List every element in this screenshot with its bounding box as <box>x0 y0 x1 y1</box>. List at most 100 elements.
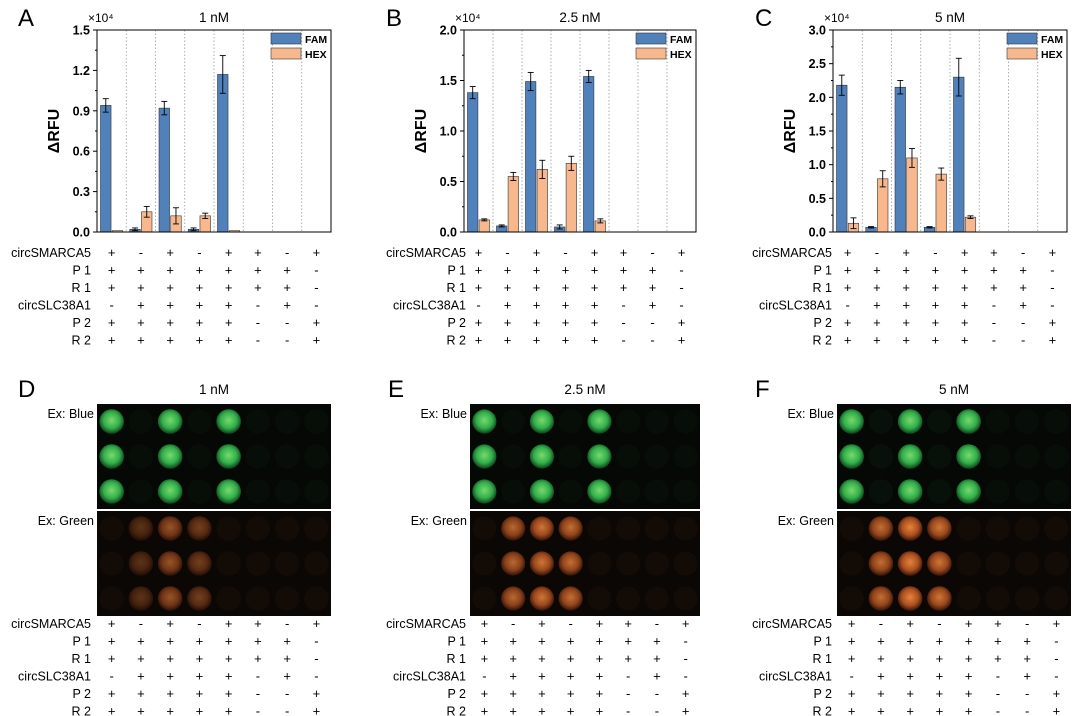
matrix-sign: + <box>596 686 604 701</box>
matrix-sign: + <box>906 704 914 716</box>
matrix-sign: + <box>533 333 541 348</box>
well-green <box>274 551 300 576</box>
error-bar <box>585 69 592 83</box>
matrix-row-label: circSLC38A1 <box>759 299 832 313</box>
matrix-sign: + <box>994 616 1002 631</box>
legend-label: FAM <box>670 34 692 46</box>
condition-matrix: circSMARCA5 + - + - + + - + P 1 + + + + + + + - R 1 + + + + + + +… <box>386 616 689 716</box>
matrix-sign: - <box>314 263 318 278</box>
matrix-row-label: R 1 <box>72 281 92 295</box>
matrix-sign: + <box>504 263 512 278</box>
matrix-sign: + <box>166 686 174 701</box>
legend-label: HEX <box>1041 49 1063 61</box>
matrix-sign: - <box>139 616 143 631</box>
matrix-sign: - <box>992 315 996 330</box>
error-bar <box>868 226 875 229</box>
matrix-sign: - <box>1050 298 1054 313</box>
matrix-sign: + <box>877 686 885 701</box>
matrix-sign: + <box>137 634 145 649</box>
legend-label: HEX <box>305 49 327 61</box>
well-blue <box>99 479 124 504</box>
matrix-sign: + <box>961 245 969 260</box>
matrix-sign: + <box>567 634 575 649</box>
well-green <box>128 551 154 576</box>
matrix-sign: + <box>254 263 262 278</box>
matrix-sign: - <box>621 315 625 330</box>
well-green <box>839 586 864 611</box>
matrix-sign: + <box>196 315 204 330</box>
legend-swatch <box>635 32 667 45</box>
matrix-sign: + <box>475 333 483 348</box>
well-green <box>897 551 923 576</box>
matrix-sign: + <box>649 298 657 313</box>
well-blue <box>501 479 526 504</box>
matrix-sign: + <box>990 263 998 278</box>
matrix-sign: + <box>591 333 599 348</box>
well-blue <box>673 409 698 434</box>
matrix-sign: - <box>655 686 659 701</box>
well-green <box>956 586 981 611</box>
matrix-sign: + <box>538 634 546 649</box>
matrix-sign: + <box>848 616 856 631</box>
condition-matrix: circSMARCA5 + - + - + + - + P 1 + + + + + + + - R 1 + + + + + + +… <box>752 616 1060 716</box>
well-green <box>644 551 669 576</box>
well-blue <box>274 444 300 469</box>
matrix-row-label: P 1 <box>447 264 466 278</box>
matrix-sign: + <box>848 686 856 701</box>
matrix-sign: + <box>254 634 262 649</box>
bar-hex <box>478 219 490 233</box>
matrix-sign: + <box>965 616 973 631</box>
well-green <box>187 551 212 576</box>
matrix-sign: + <box>994 634 1002 649</box>
matrix-row-label: R 1 <box>447 281 467 295</box>
matrix-sign: - <box>937 616 941 631</box>
blue-excitation-panel <box>470 404 700 509</box>
well-blue <box>587 409 612 434</box>
matrix-row-label: R 1 <box>813 281 833 295</box>
bar-fam <box>158 107 170 233</box>
matrix-sign: + <box>1049 245 1057 260</box>
well-blue <box>216 409 241 434</box>
matrix-sign: + <box>504 315 512 330</box>
well-blue <box>839 444 864 469</box>
matrix-sign: + <box>932 315 940 330</box>
matrix-row-label: circSLC38A1 <box>759 670 832 684</box>
matrix-sign: + <box>620 263 628 278</box>
well-blue <box>868 409 894 434</box>
well-green <box>616 586 641 611</box>
chart-panel-C: 0.0 0.5 1.0 1.5 2.0 2.5 3.0×10⁴ 5 nM ΔRFU C FAM HEX <box>755 5 1068 240</box>
matrix-sign: + <box>678 333 686 348</box>
legend-swatch <box>635 47 667 60</box>
well-blue <box>529 409 554 434</box>
matrix-sign: - <box>655 704 659 716</box>
well-green <box>673 516 698 541</box>
y-tick-label: 0.0 <box>73 226 90 240</box>
matrix-sign: + <box>965 634 973 649</box>
matrix-sign: - <box>1021 315 1025 330</box>
matrix-sign: - <box>256 315 260 330</box>
matrix-row-label: P 1 <box>72 635 91 649</box>
matrix-row-label: circSLC38A1 <box>18 299 91 313</box>
matrix-sign: + <box>936 686 944 701</box>
matrix-sign: + <box>225 333 233 348</box>
matrix-row-label: circSMARCA5 <box>11 617 91 631</box>
y-tick-label: 2.0 <box>809 91 826 105</box>
matrix-sign: + <box>313 315 321 330</box>
well-blue <box>304 444 329 469</box>
matrix-sign: - <box>285 616 289 631</box>
matrix-sign: + <box>283 651 291 666</box>
matrix-sign: + <box>1053 616 1061 631</box>
matrix-sign: + <box>196 298 204 313</box>
matrix-sign: + <box>562 263 570 278</box>
y-tick-label: 0.3 <box>73 185 90 199</box>
matrix-sign: + <box>961 315 969 330</box>
matrix-sign: + <box>196 651 204 666</box>
well-blue <box>897 409 923 434</box>
excitation-label: Ex: Green <box>778 514 834 528</box>
well-blue <box>472 409 497 434</box>
matrix-sign: + <box>877 704 885 716</box>
well-blue <box>616 444 641 469</box>
well-green <box>472 586 497 611</box>
matrix-sign: - <box>314 669 318 684</box>
well-green <box>529 551 554 576</box>
